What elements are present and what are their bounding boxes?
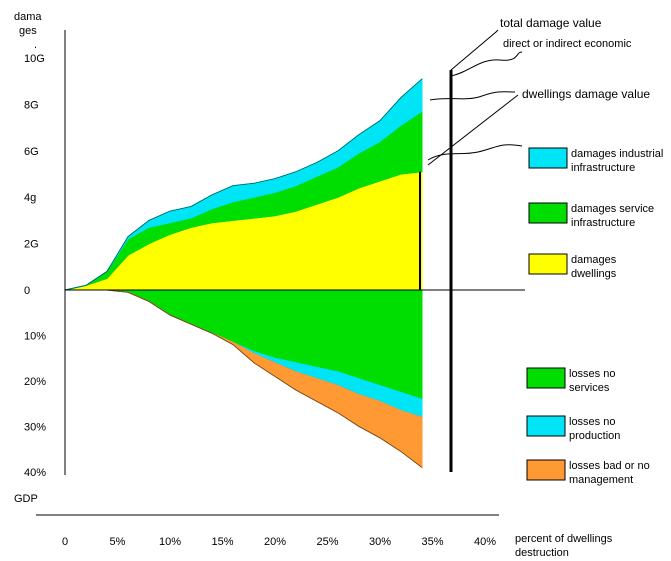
legend-label-2-0: damages: [571, 254, 617, 266]
legend-label-1-1: infrastructure: [571, 217, 635, 229]
leader-dwellings-right: [427, 144, 523, 161]
y-axis-title-line-2: .: [34, 39, 37, 51]
y-axis-title-line-0: dama: [14, 11, 42, 23]
x-tick-5: 25%: [316, 536, 338, 548]
y-axis-bottom-label: GDP: [14, 493, 38, 505]
x-tick-6: 30%: [369, 536, 391, 548]
x-tick-3: 15%: [211, 536, 233, 548]
y-tick-top-4: 2G: [24, 239, 39, 251]
loss-edge-2: [65, 289, 423, 468]
leader-total-right: [429, 91, 516, 101]
legend-swatch-0: [528, 147, 568, 169]
x-tick-7: 35%: [421, 536, 443, 548]
leader-economic: [450, 51, 523, 77]
annotation-economic: direct or indirect economic: [503, 38, 632, 50]
x-axis-title-line-0: percent of dwellings: [515, 533, 613, 545]
annotation-total-damage: total damage value: [500, 16, 602, 30]
legend-swatch-5: [526, 459, 566, 481]
legend-label-2-1: dwellings: [571, 268, 617, 280]
legend-swatch-3: [526, 367, 566, 389]
x-axis-title-line-1: destruction: [515, 547, 569, 559]
leader-dwellings: [427, 94, 519, 166]
damage-edge-2: [64, 78, 423, 291]
y-tick-top-2: 6G: [24, 146, 39, 158]
legend-label-5-1: management: [569, 474, 633, 486]
legend-label-4-1: production: [569, 430, 620, 442]
x-tick-8: 40%: [474, 536, 496, 548]
y-tick-top-0: 10G: [24, 53, 45, 65]
y-tick-bottom-1: 20%: [24, 376, 46, 388]
legend-label-4-0: losses no: [569, 416, 615, 428]
y-tick-bottom-2: 30%: [24, 422, 46, 434]
legend-label-3-1: services: [569, 382, 610, 394]
axes-layer: [36, 30, 525, 516]
x-tick-0: 0: [62, 536, 68, 548]
legend-swatch-1: [528, 202, 568, 224]
y-tick-top-1: 8G: [24, 99, 39, 111]
legend-label-1-0: damages service: [571, 203, 654, 215]
annotation-layer: total damage value direct or indirect eco…: [419, 16, 650, 472]
annotation-dwellings-damage: dwellings damage value: [522, 87, 650, 101]
legend-label-0-0: damages industrial: [571, 148, 663, 160]
legend-label-3-0: losses no: [569, 368, 615, 380]
y-tick-top-3: 4g: [24, 192, 36, 204]
x-tick-4: 20%: [264, 536, 286, 548]
leader-total: [450, 29, 499, 71]
y-tick-bottom-3: 40%: [24, 467, 46, 479]
y-tick-bottom-0: 10%: [24, 331, 46, 343]
legend-label-5-0: losses bad or no: [569, 460, 650, 472]
y-tick-top-5: 0: [24, 285, 30, 297]
x-tick-1: 5%: [110, 536, 126, 548]
legend-label-0-1: infrastructure: [571, 162, 635, 174]
y-axis-title-line-1: ges: [19, 25, 37, 37]
areas-layer: [64, 77, 423, 469]
labels-layer: dama ges. GDP percent of dwellings destructi…: [14, 11, 613, 559]
legend-swatch-4: [526, 415, 566, 437]
legend: damages industrial infrastructure damages …: [526, 147, 663, 486]
legend-swatch-2: [528, 253, 568, 275]
x-tick-2: 10%: [159, 536, 181, 548]
